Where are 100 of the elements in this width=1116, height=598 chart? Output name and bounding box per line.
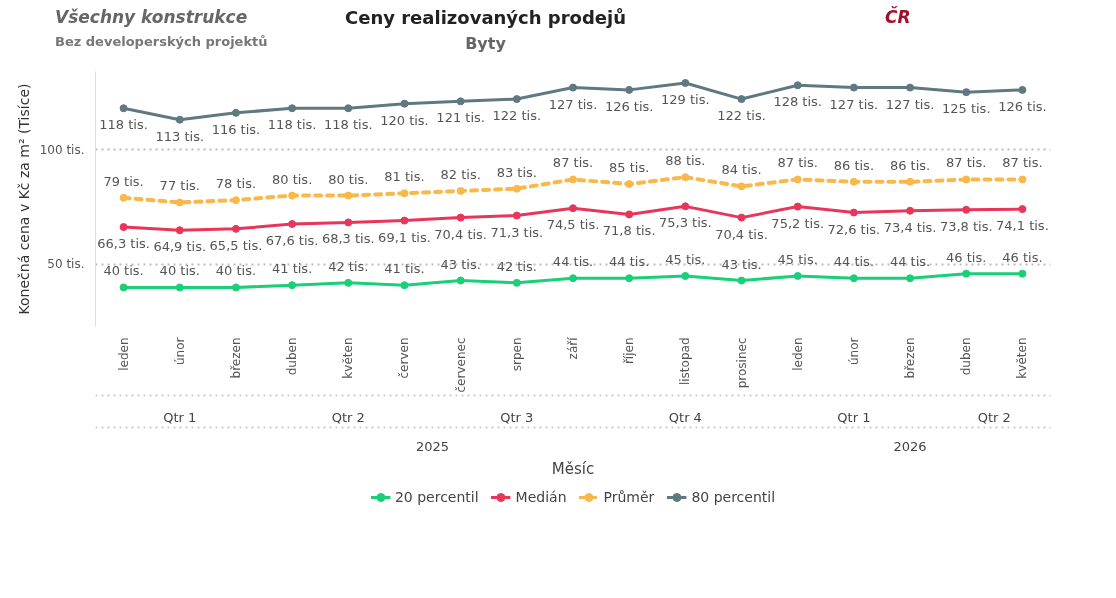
point xyxy=(400,216,409,225)
data-label: 71,3 tis. xyxy=(490,224,544,240)
data-label: 45 tis. xyxy=(777,251,818,267)
x-tick-label: květen xyxy=(1015,337,1030,379)
point xyxy=(625,274,634,283)
point xyxy=(231,108,240,117)
point xyxy=(681,271,690,280)
text: 2026 xyxy=(893,438,927,454)
data-label: 41 tis. xyxy=(384,261,425,277)
data-label: 66,3 tis. xyxy=(97,236,150,252)
data-label: 75,3 tis. xyxy=(659,215,712,231)
data-label: 44 tis. xyxy=(833,254,875,270)
point xyxy=(569,274,577,283)
data-label: 42 tis. xyxy=(328,258,369,274)
text: Qtr 1 xyxy=(163,409,197,425)
point xyxy=(1018,269,1027,278)
data-label: 65,5 tis. xyxy=(209,237,263,253)
point xyxy=(906,206,915,215)
x-tick-label: duben xyxy=(959,337,974,376)
data-label: 77 tis. xyxy=(159,178,200,194)
data-label: 40 tis. xyxy=(159,263,200,279)
data-label: 87 tis. xyxy=(1002,155,1043,171)
x-axis-title: Měsíc xyxy=(551,459,595,478)
y-axis-title: Konečná cena v Kč za m² (Tisíce) xyxy=(15,83,32,315)
point xyxy=(793,175,802,184)
point xyxy=(962,205,971,214)
text: Qtr 1 xyxy=(837,409,871,425)
data-label: 87 tis. xyxy=(946,155,987,171)
data-label: 120 tis. xyxy=(380,112,429,128)
point xyxy=(737,213,746,222)
point xyxy=(288,281,297,290)
point xyxy=(906,177,915,186)
point xyxy=(400,281,409,290)
data-label: 118 tis. xyxy=(99,117,148,133)
data-label: 69,1 tis. xyxy=(378,229,431,245)
data-label: 70,4 tis. xyxy=(434,226,487,242)
data-label: 40 tis. xyxy=(215,263,257,279)
point xyxy=(793,81,802,90)
point xyxy=(231,283,240,292)
text: ČR xyxy=(884,5,911,29)
data-label: 80 tis. xyxy=(271,171,313,187)
data-label: 74,5 tis. xyxy=(546,217,600,233)
data-label: 64,9 tis. xyxy=(153,239,207,255)
point xyxy=(569,175,577,184)
point xyxy=(456,213,465,222)
point xyxy=(344,278,353,287)
x-tick-label: únor xyxy=(846,337,861,365)
point xyxy=(456,97,465,106)
data-label: 125 tis. xyxy=(941,101,991,117)
point xyxy=(400,189,409,198)
data-label: 122 tis. xyxy=(717,108,766,124)
point xyxy=(456,186,465,195)
x-tick-label: únor xyxy=(172,337,187,365)
point xyxy=(119,193,128,202)
data-label: 126 tis. xyxy=(604,98,654,114)
data-label: 116 tis. xyxy=(211,121,261,137)
x-tick-label: prosinec xyxy=(734,337,749,389)
data-label: 84 tis. xyxy=(721,162,762,178)
text: Qtr 2 xyxy=(977,409,1011,425)
data-label: 82 tis. xyxy=(440,166,481,182)
point xyxy=(681,78,690,87)
data-label: 126 tis. xyxy=(998,98,1047,114)
point xyxy=(569,204,577,213)
data-label: 78 tis. xyxy=(215,176,257,192)
point xyxy=(1018,205,1027,214)
point xyxy=(849,83,858,92)
y-tick-label: 100 tis. xyxy=(39,142,85,157)
point xyxy=(625,180,634,189)
x-tick-label: leden xyxy=(116,337,131,371)
point xyxy=(1018,175,1027,184)
data-label: 73,8 tis. xyxy=(939,218,993,234)
x-tick-label: září xyxy=(566,336,580,360)
data-label: 122 tis. xyxy=(492,108,542,124)
data-label: 41 tis. xyxy=(271,261,313,277)
x-tick-label: červenec xyxy=(453,337,468,393)
point xyxy=(962,175,971,184)
point xyxy=(175,226,184,235)
data-label: 118 tis. xyxy=(267,117,317,133)
data-label: 46 tis. xyxy=(946,249,987,265)
point xyxy=(625,210,634,219)
point xyxy=(175,283,184,292)
data-label: 40 tis. xyxy=(103,263,144,279)
data-label: 127 tis. xyxy=(548,96,598,112)
x-tick-label: listopad xyxy=(678,337,693,386)
legend-label: 80 percentil xyxy=(691,489,776,505)
chart-subtitle: Byty xyxy=(464,32,507,55)
data-label: 68,3 tis. xyxy=(321,231,375,247)
legend-label: Medián xyxy=(515,489,567,505)
data-label: 86 tis. xyxy=(833,157,875,173)
point xyxy=(175,198,184,207)
point xyxy=(288,220,297,229)
data-label: 86 tis. xyxy=(889,157,931,173)
data-label: 43 tis. xyxy=(440,256,481,272)
data-label: 42 tis. xyxy=(496,258,537,274)
point xyxy=(737,95,746,104)
point xyxy=(119,283,128,292)
chart-title: Ceny realizovaných prodejů xyxy=(345,6,627,30)
point xyxy=(456,276,465,285)
point xyxy=(906,83,915,92)
point xyxy=(569,83,577,92)
